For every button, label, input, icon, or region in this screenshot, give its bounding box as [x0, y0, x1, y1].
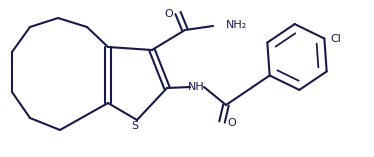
Text: NH₂: NH₂: [226, 20, 247, 30]
Text: O: O: [164, 9, 173, 19]
Text: Cl: Cl: [330, 33, 341, 43]
Text: NH: NH: [188, 82, 204, 92]
Text: O: O: [227, 118, 236, 128]
Text: S: S: [131, 121, 138, 131]
